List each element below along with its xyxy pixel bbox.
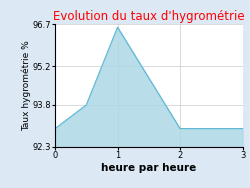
X-axis label: heure par heure: heure par heure	[101, 163, 196, 173]
Y-axis label: Taux hygrométrie %: Taux hygrométrie %	[21, 40, 31, 131]
Title: Evolution du taux d'hygrométrie: Evolution du taux d'hygrométrie	[53, 10, 244, 23]
